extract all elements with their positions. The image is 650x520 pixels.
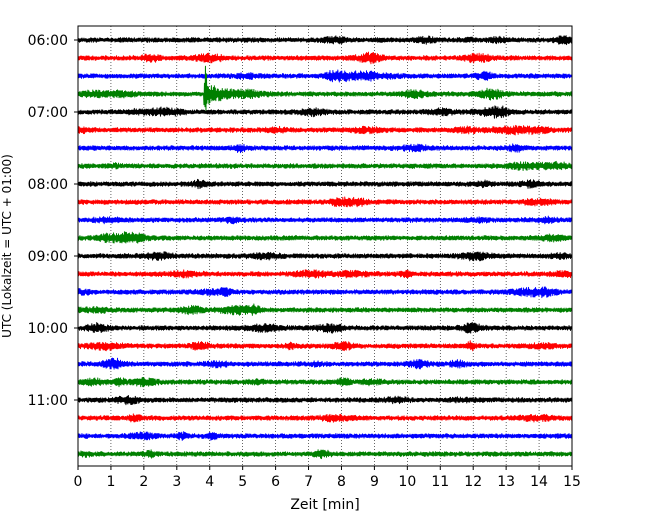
- trace-0630: [77, 69, 573, 83]
- trace-0830: [77, 215, 573, 225]
- y-tick-label: 10:00: [28, 321, 68, 337]
- y-tick-label: 06:00: [28, 33, 68, 49]
- trace-1115: [77, 413, 573, 423]
- y-axis: 06:00 07:00 08:00 09:00 10:00 11:00: [28, 33, 78, 409]
- y-tick-label: 09:00: [28, 249, 68, 265]
- grid-layer: [110, 26, 540, 466]
- x-tick-label: 7: [304, 474, 313, 490]
- trace-0700: [77, 105, 573, 119]
- trace-0930: [77, 286, 573, 299]
- x-tick-label: 0: [74, 474, 83, 490]
- x-tick-label: 13: [497, 474, 515, 490]
- x-axis-title: Zeit [min]: [290, 497, 359, 513]
- trace-1030: [77, 357, 573, 370]
- trace-0845: [77, 231, 573, 244]
- x-tick-label: 12: [464, 474, 482, 490]
- trace-layer: [77, 35, 573, 460]
- trace-0745: [77, 160, 573, 171]
- trace-1000: [77, 321, 573, 334]
- plot-frame: [77, 25, 573, 467]
- trace-0645: [77, 65, 573, 113]
- trace-0600: [77, 35, 573, 46]
- trace-1015: [77, 340, 573, 352]
- x-tick-label: 6: [271, 474, 280, 490]
- x-tick-label: 5: [238, 474, 247, 490]
- trace-0900: [77, 251, 573, 262]
- y-tick-label: 08:00: [28, 177, 68, 193]
- trace-1100: [77, 395, 573, 406]
- x-axis: 0 1 2 3 4 5 6 7 8 9 10 11 12 13 14 15: [74, 466, 581, 490]
- y-axis-title: UTC (Lokalzeit = UTC + 01:00): [0, 154, 14, 338]
- trace-0730: [77, 143, 573, 154]
- trace-1145: [77, 449, 573, 460]
- trace-0715: [77, 124, 573, 136]
- x-tick-label: 10: [398, 474, 416, 490]
- x-tick-label: 2: [139, 474, 148, 490]
- x-tick-label: 4: [205, 474, 214, 490]
- x-tick-label: 11: [431, 474, 449, 490]
- trace-0800: [77, 178, 573, 190]
- trace-0615: [77, 51, 573, 65]
- trace-0945: [77, 303, 573, 316]
- y-tick-label: 07:00: [28, 105, 68, 121]
- x-tick-label: 3: [172, 474, 181, 490]
- y-tick-label: 11:00: [28, 393, 68, 409]
- x-tick-label: 1: [106, 474, 115, 490]
- x-tick-label: 15: [563, 474, 581, 490]
- trace-0815: [77, 196, 573, 208]
- x-tick-label: 9: [370, 474, 379, 490]
- x-tick-label: 8: [337, 474, 346, 490]
- x-tick-label: 14: [530, 474, 548, 490]
- trace-1045: [77, 376, 573, 388]
- trace-1130: [77, 431, 573, 441]
- trace-0915: [77, 269, 573, 279]
